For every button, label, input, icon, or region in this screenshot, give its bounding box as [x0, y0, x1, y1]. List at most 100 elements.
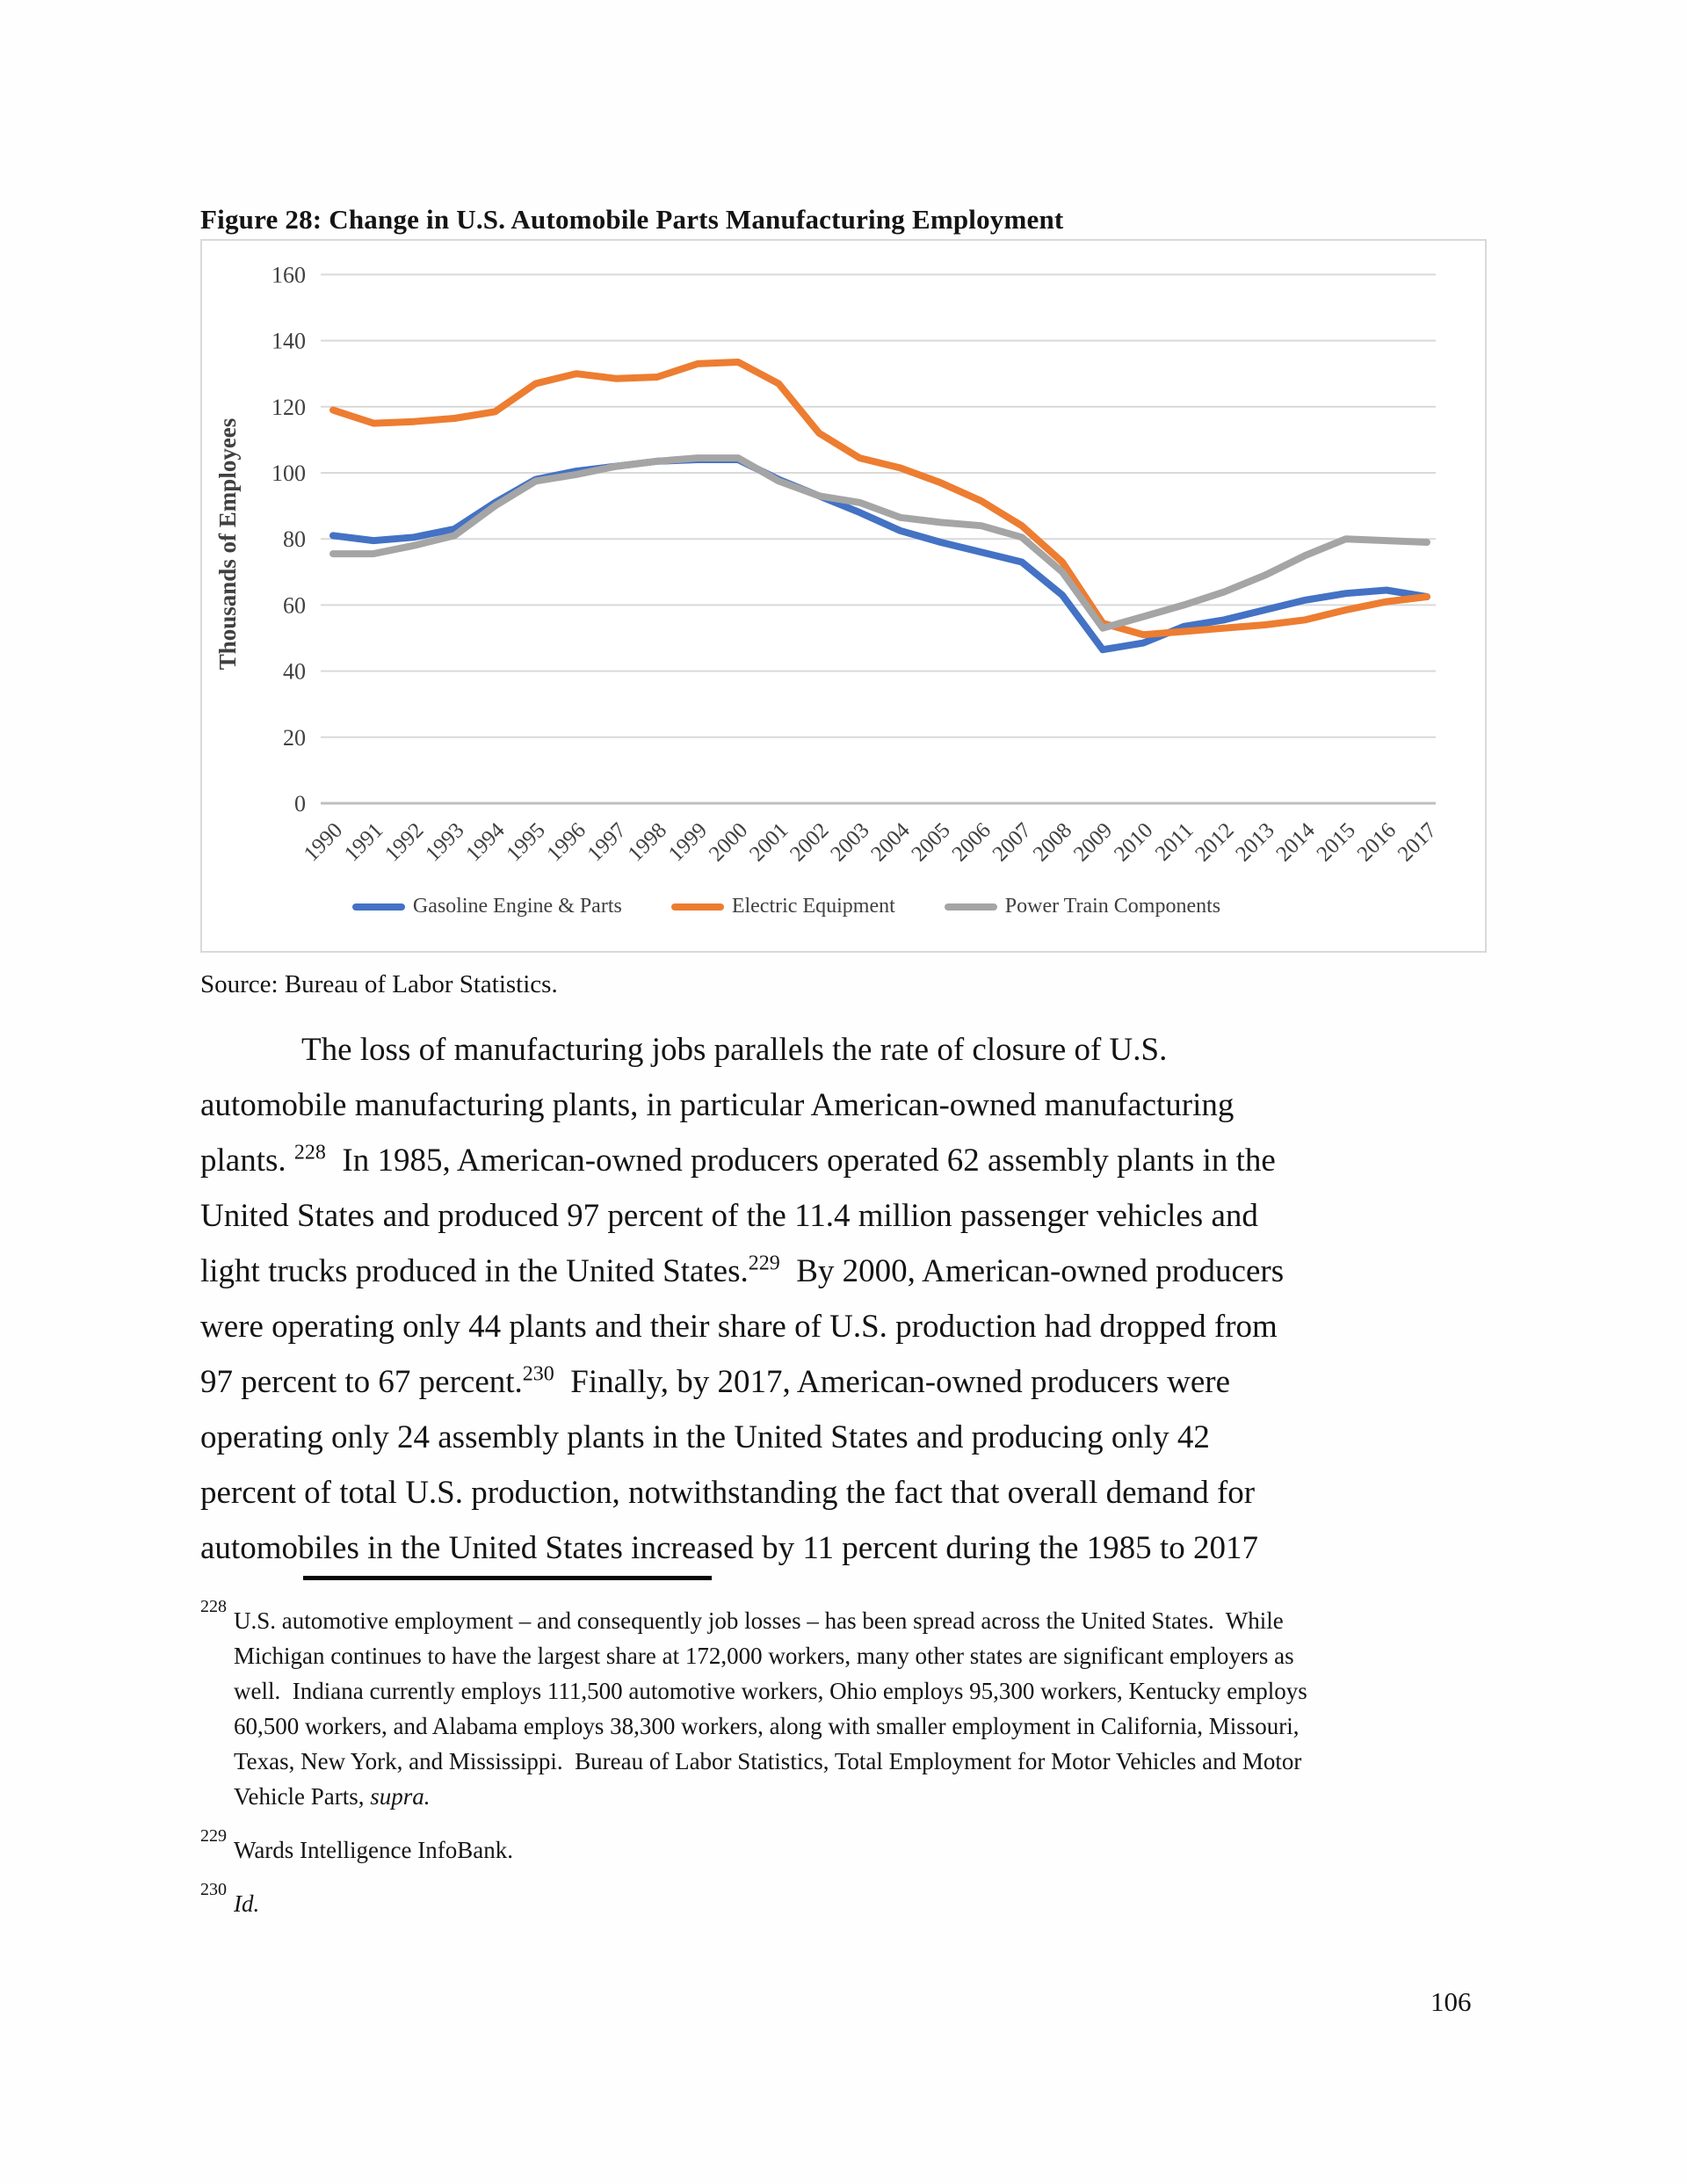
text-run: light trucks produced in the United Stat…: [200, 1253, 749, 1289]
footnotes: 228 U.S. automotive employment – and cons…: [200, 1597, 1499, 1940]
footnote-line: U.S. automotive employment – and consequ…: [234, 1603, 1499, 1638]
footnote-228: 228 U.S. automotive employment – and cons…: [200, 1597, 1499, 1814]
chart-line-power-train-components: [329, 454, 1430, 632]
legend-swatch: [351, 903, 405, 911]
text-run: Vehicle Parts,: [234, 1783, 371, 1810]
chart-canvas: 0 20 40 60 80 100 120 140 160 Thousands of Employ…: [214, 262, 1441, 867]
x-axis-tick-label: 2012: [1191, 818, 1238, 866]
text-run: 97 percent to 67 percent.: [200, 1364, 523, 1400]
figure-28-chart: 0 20 40 60 80 100 120 140 160 Thousands of Employ…: [200, 239, 1487, 953]
legend-item: Electric Equipment: [670, 895, 895, 918]
text-run: automobile manufacturing plants, in part…: [200, 1087, 1234, 1123]
footnote-reference: 230: [522, 1362, 554, 1386]
legend-swatch: [670, 903, 724, 911]
footnote-separator: [303, 1576, 712, 1580]
text-run: The loss of manufacturing jobs parallels…: [301, 1032, 1168, 1068]
paragraph-line: United States and produced 97 percent of…: [200, 1188, 1499, 1244]
y-axis-tick-label: 0: [294, 791, 306, 816]
text-run: Texas, New York, and Mississippi. Bureau…: [234, 1748, 1302, 1774]
paragraph-line: percent of total U.S. production, notwit…: [200, 1465, 1499, 1520]
text-run: U.S. automotive employment – and consequ…: [234, 1607, 1284, 1634]
paragraph-line: The loss of manufacturing jobs parallels…: [200, 1022, 1499, 1077]
footnote-line: well. Indiana currently employs 111,500 …: [234, 1673, 1499, 1709]
x-axis-tick-label: 2001: [745, 818, 793, 866]
y-axis-tick-label: 140: [272, 329, 306, 354]
text-run: percent of total U.S. production, notwit…: [200, 1475, 1256, 1511]
x-axis-tick-label: 2004: [866, 818, 915, 867]
text-run: 60,500 workers, and Alabama employs 38,3…: [234, 1713, 1300, 1739]
y-axis-tick-label: 160: [272, 262, 306, 287]
footnote-line: Vehicle Parts, supra.: [234, 1779, 1499, 1814]
text-run: automobiles in the United States increas…: [200, 1530, 1258, 1566]
chart-legend: Gasoline Engine & Parts Electric Equipmen…: [202, 895, 1485, 918]
x-axis-tick-label: 1992: [380, 818, 428, 866]
chart-line-gasoline-engine-parts: [329, 456, 1430, 654]
footnote-line: Texas, New York, and Mississippi. Bureau…: [234, 1744, 1499, 1779]
figure-title: Figure 28: Change in U.S. Automobile Par…: [200, 204, 1064, 235]
footnote-230: 230 Id.: [200, 1880, 1499, 1921]
x-axis-tick-label: 2015: [1313, 818, 1360, 866]
y-axis-tick-label: 60: [283, 592, 306, 618]
x-axis-tick-label: 2000: [705, 818, 752, 866]
x-axis-tick-label: 2003: [826, 818, 873, 866]
footnote-reference: 229: [748, 1252, 780, 1275]
text-run: operating only 24 assembly plants in the…: [200, 1419, 1210, 1455]
x-axis-tick-label: 1994: [461, 818, 510, 867]
y-axis-tick-label: 120: [272, 395, 306, 420]
footnote-marker: 228: [200, 1597, 227, 1616]
footnote-reference: 228: [293, 1141, 326, 1165]
x-axis-tick-label: 2005: [907, 818, 954, 866]
x-axis-tick-label: 2016: [1353, 818, 1401, 866]
y-axis-tick-label: 80: [283, 526, 306, 552]
page-number: 106: [1430, 1986, 1472, 2017]
x-axis-tick-label: 2013: [1231, 818, 1278, 866]
x-axis-tick-label: 2011: [1151, 818, 1198, 866]
paragraph-line: automobile manufacturing plants, in part…: [200, 1077, 1499, 1133]
footnote-line: Id.: [234, 1886, 1499, 1921]
legend-label: Gasoline Engine & Parts: [412, 895, 622, 918]
legend-swatch: [944, 903, 997, 911]
text-run: Wards Intelligence InfoBank.: [234, 1837, 513, 1863]
x-axis-tick-label: 2002: [786, 818, 833, 866]
text-run: Id.: [234, 1890, 260, 1917]
text-run: Michigan continues to have the largest s…: [234, 1643, 1294, 1669]
legend-item: Gasoline Engine & Parts: [351, 895, 622, 918]
paragraph-line: operating only 24 assembly plants in the…: [200, 1410, 1499, 1465]
footnote-line: Wards Intelligence InfoBank.: [234, 1832, 1499, 1868]
x-axis-tick-label: 2014: [1271, 818, 1320, 867]
x-axis-tick-label: 2009: [1069, 818, 1117, 866]
body-paragraph: The loss of manufacturing jobs parallels…: [200, 1022, 1499, 1576]
legend-label: Electric Equipment: [731, 895, 895, 918]
text-run: supra.: [370, 1783, 431, 1810]
x-axis-tick-label: 1991: [340, 818, 387, 866]
x-axis-tick-label: 2017: [1394, 818, 1441, 866]
y-axis-title: Thousands of Employees: [214, 418, 241, 671]
text-run: well. Indiana currently employs 111,500 …: [234, 1678, 1307, 1704]
x-axis-tick-label: 2010: [1110, 818, 1157, 866]
footnote-line: Michigan continues to have the largest s…: [234, 1638, 1499, 1673]
footnote-line: 60,500 workers, and Alabama employs 38,3…: [234, 1709, 1499, 1744]
x-axis-tick-label: 1997: [583, 818, 631, 866]
footnote-marker: 229: [200, 1826, 227, 1846]
y-axis-tick-label: 100: [272, 461, 306, 486]
paragraph-line: automobiles in the United States increas…: [200, 1520, 1499, 1576]
text-run: were operating only 44 plants and their …: [200, 1309, 1278, 1345]
x-axis-tick-label: 1993: [421, 818, 468, 866]
x-axis-tick-label: 1999: [664, 818, 712, 866]
text-run: By 2000, American-owned producers: [779, 1253, 1285, 1289]
y-axis-tick-label: 40: [283, 659, 306, 685]
text-run: United States and produced 97 percent of…: [200, 1198, 1258, 1234]
x-axis-tick-label: 2006: [948, 818, 996, 866]
paragraph-line: plants. 228 In 1985, American-owned prod…: [200, 1133, 1499, 1188]
x-axis-tick-label: 1995: [502, 818, 549, 866]
footnote-marker: 230: [200, 1880, 227, 1899]
text-run: plants.: [200, 1143, 294, 1179]
x-axis-tick-label: 1996: [542, 818, 590, 866]
x-axis-tick-label: 2007: [988, 818, 1036, 866]
paragraph-line: were operating only 44 plants and their …: [200, 1299, 1499, 1354]
legend-item: Power Train Components: [944, 895, 1221, 918]
paragraph-line: 97 percent to 67 percent.230 Finally, by…: [200, 1354, 1499, 1410]
legend-label: Power Train Components: [1004, 895, 1221, 918]
x-axis-tick-label: 2008: [1029, 818, 1076, 866]
